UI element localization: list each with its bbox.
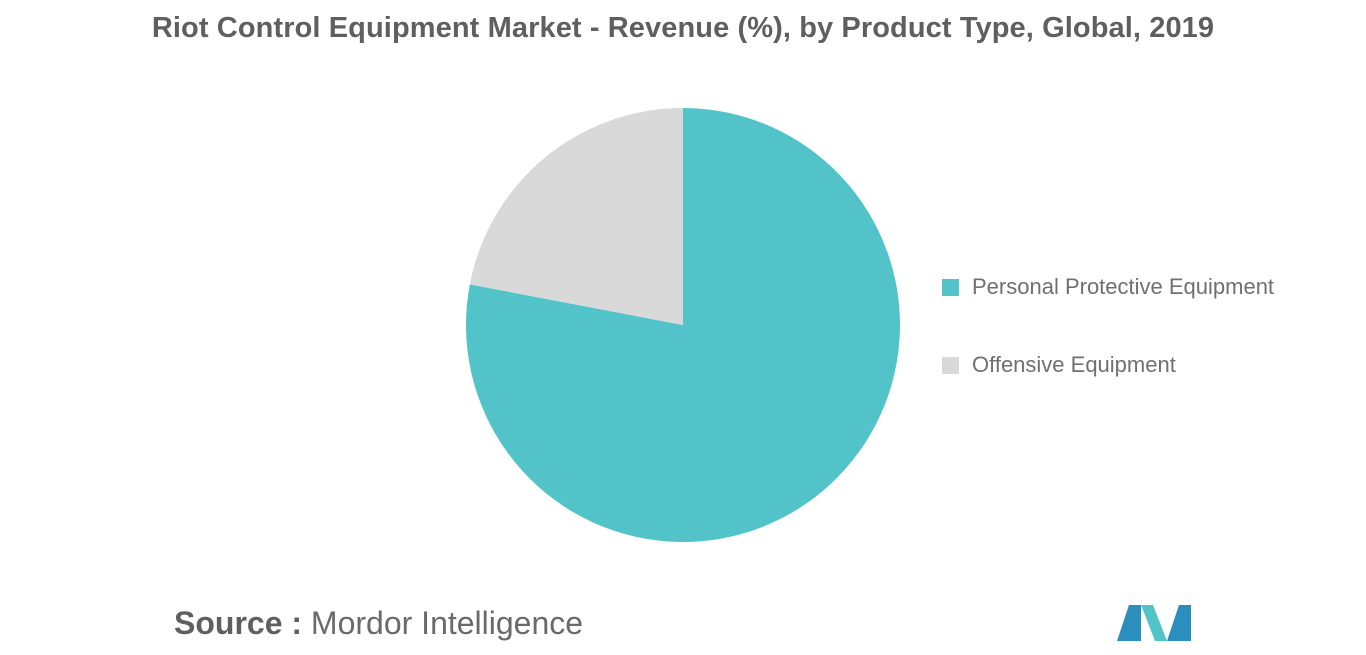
legend-label: Offensive Equipment [972,352,1176,377]
source-note: Source : Mordor Intelligence [174,605,583,642]
mordor-intelligence-logo [1117,605,1191,641]
legend-swatch [942,278,959,296]
chart-legend: Personal Protective Equipment Offensive … [942,270,1274,426]
pie-slices [465,108,900,542]
pie-slice-offensive-equipment [469,108,683,325]
logo-shape [1117,605,1141,641]
legend-label: Personal Protective Equipment [972,274,1275,299]
logo-shape [1141,605,1167,641]
logo-shape [1167,605,1191,641]
chart-title: Riot Control Equipment Market - Revenue … [151,12,1215,44]
legend-item-personal-protective-equipment: Personal Protective Equipment [942,270,1274,304]
legend-item-offensive-equipment: Offensive Equipment [942,348,1274,382]
source-label: Source : [174,605,303,641]
source-text: Mordor Intelligence [310,605,584,641]
legend-swatch [942,356,959,374]
